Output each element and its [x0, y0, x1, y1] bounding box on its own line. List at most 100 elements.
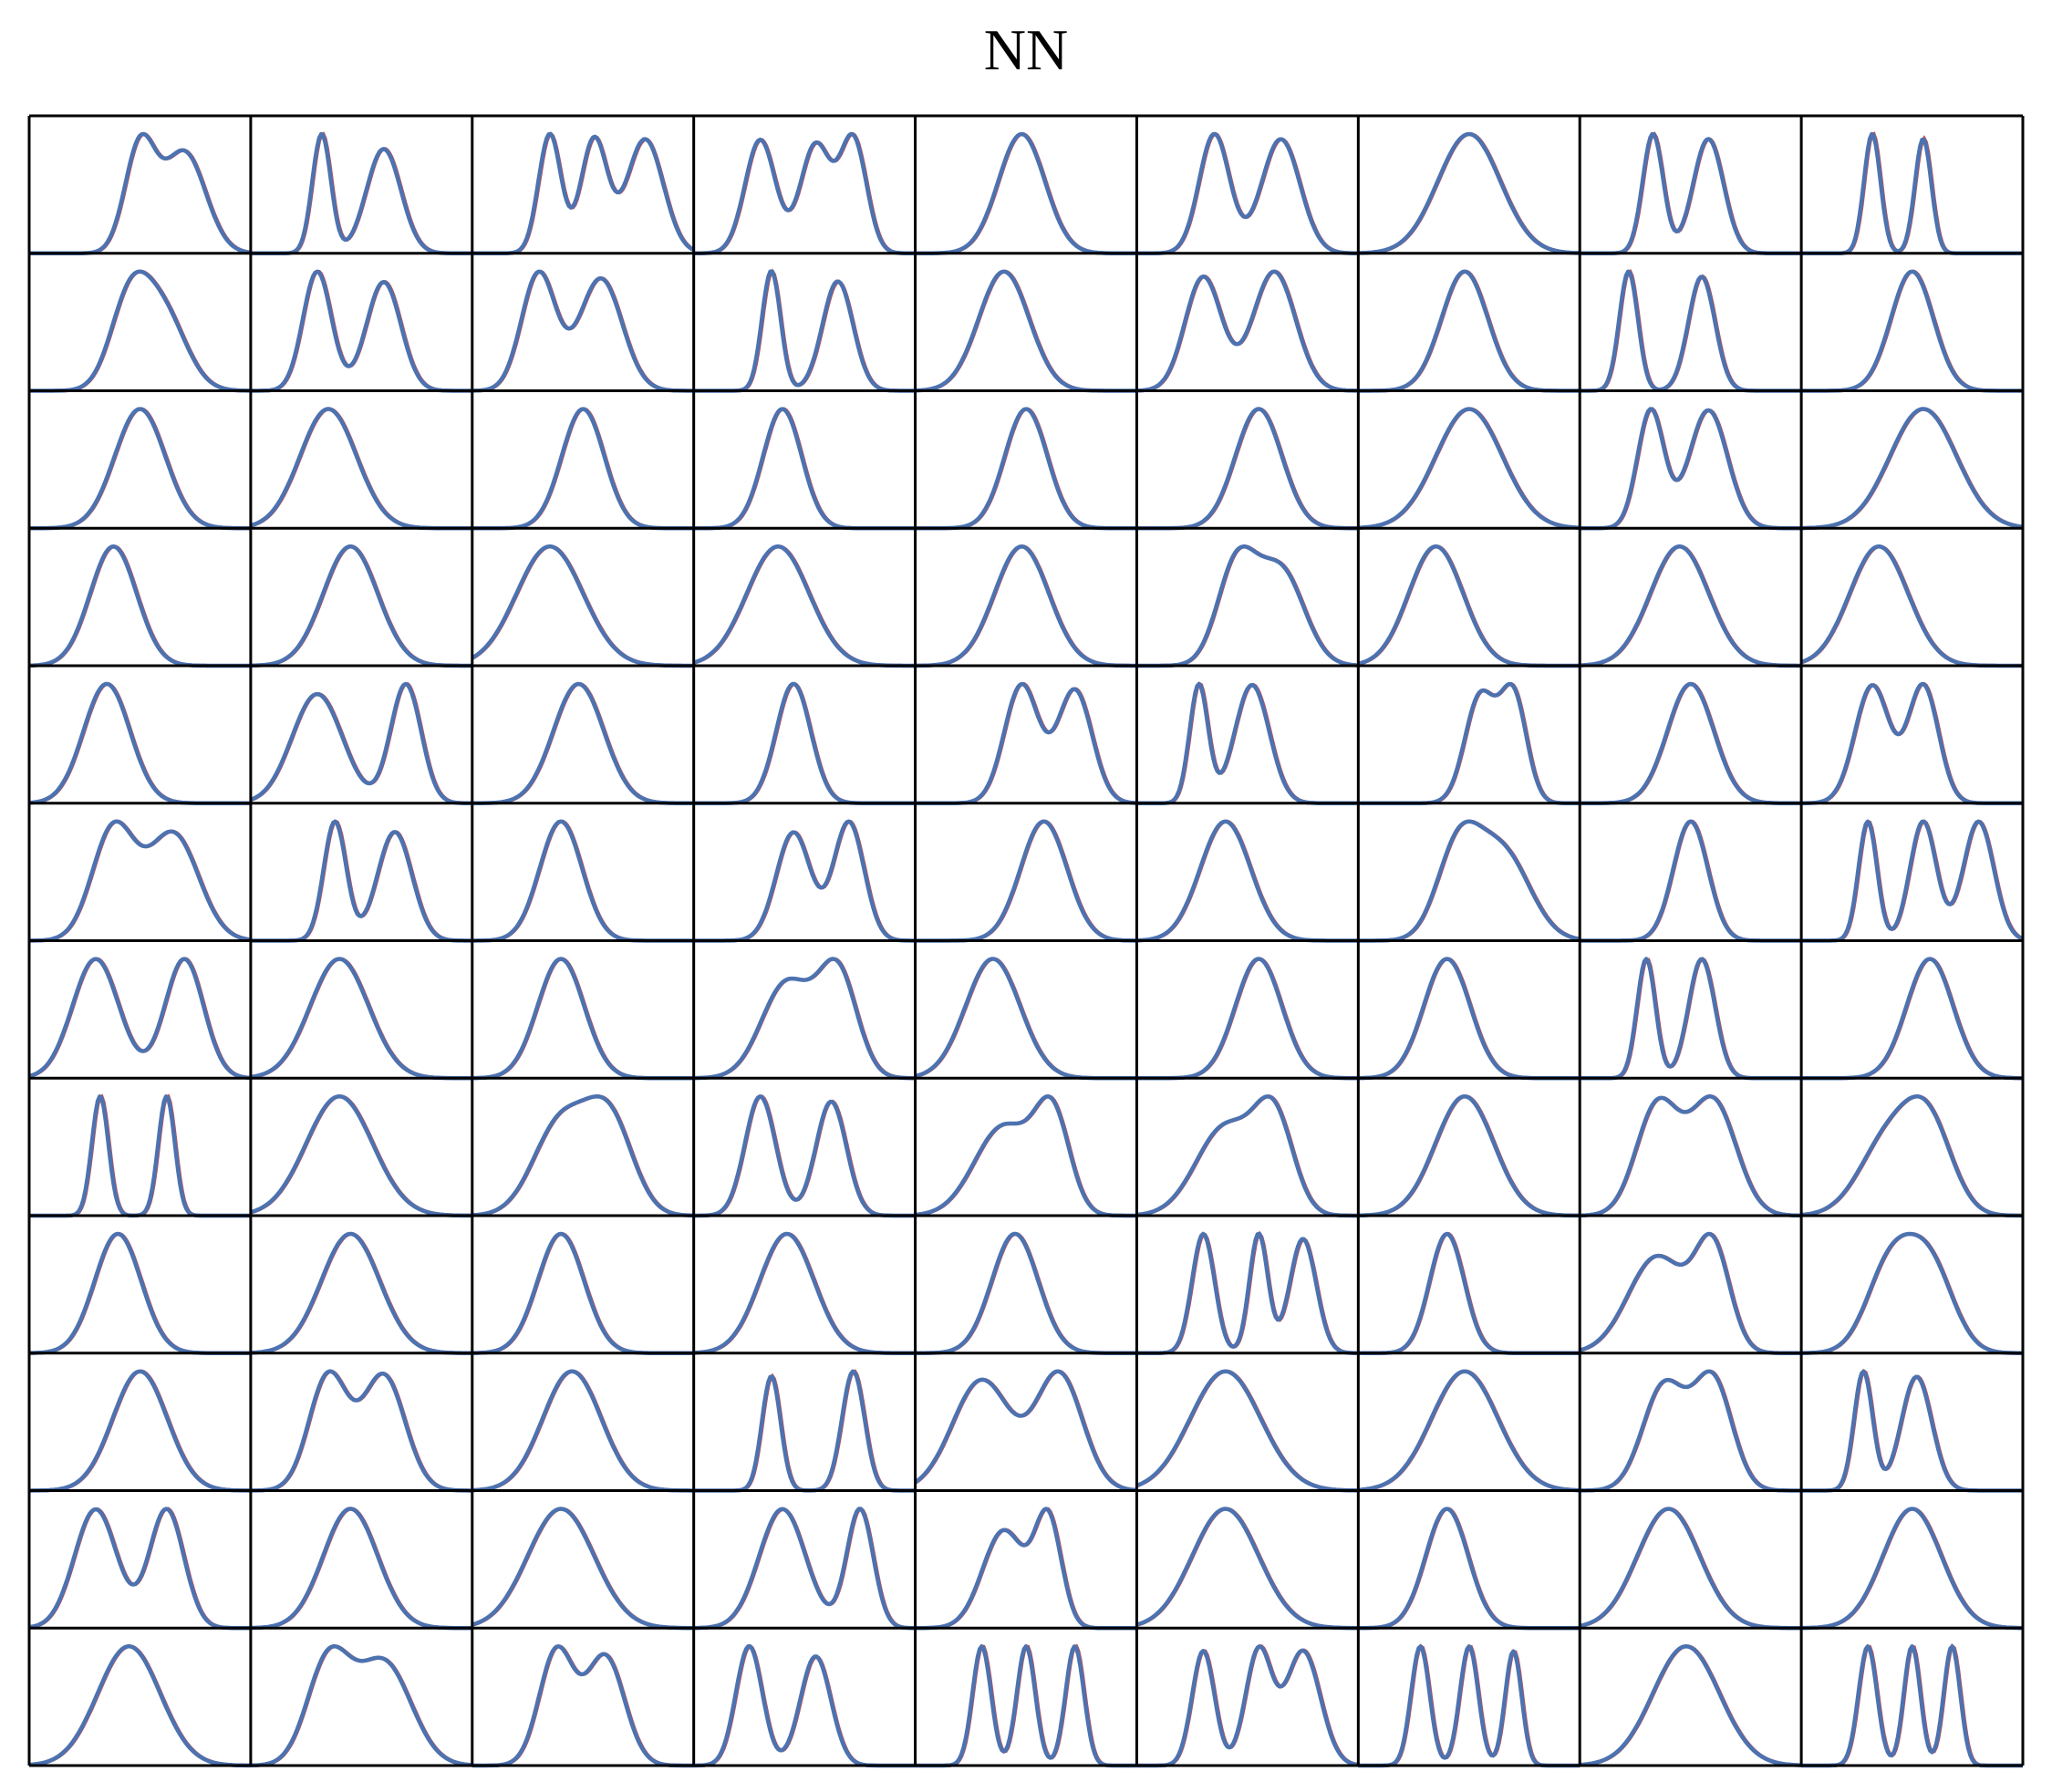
- target-line: [28, 1644, 251, 1768]
- panel-11-9: [1801, 1507, 2024, 1631]
- target-line: [693, 1231, 916, 1355]
- prediction-line: [472, 1644, 694, 1767]
- target-line: [1801, 269, 2024, 393]
- panel-10-3: [472, 1369, 694, 1493]
- panel-7-1: [28, 957, 252, 1081]
- target-line: [1358, 957, 1580, 1081]
- panel-8-5: [915, 1094, 1137, 1218]
- target-line: [1357, 544, 1580, 668]
- prediction-line: [1801, 819, 2024, 943]
- target-line: [472, 1231, 694, 1355]
- prediction-line: [1358, 269, 1580, 393]
- panel-4-4: [693, 544, 916, 668]
- panel-10-5: [914, 1369, 1137, 1493]
- panel-1-8: [1580, 131, 1802, 255]
- prediction-line: [1136, 1644, 1359, 1767]
- panel-1-2: [250, 131, 472, 255]
- prediction-line: [1358, 1643, 1580, 1767]
- panel-2-4: [693, 268, 916, 393]
- target-line: [693, 1094, 916, 1218]
- panel-5-4: [693, 681, 916, 805]
- prediction-line: [471, 544, 694, 668]
- prediction-line: [250, 819, 472, 943]
- panel-12-3: [472, 1644, 694, 1768]
- prediction-line: [250, 131, 472, 255]
- prediction-line: [693, 1507, 916, 1631]
- prediction-line: [472, 1507, 694, 1631]
- panel-6-1: [28, 819, 252, 943]
- prediction-line: [915, 407, 1137, 531]
- prediction-line: [915, 1507, 1137, 1631]
- prediction-line: [472, 131, 695, 255]
- prediction-line: [1580, 1644, 1802, 1767]
- target-line: [915, 131, 1137, 255]
- target-line: [28, 1231, 251, 1355]
- panel-11-8: [1579, 1507, 1802, 1631]
- panel-11-3: [472, 1507, 694, 1631]
- target-line: [472, 1369, 694, 1493]
- panel-7-4: [693, 957, 916, 1081]
- prediction-line: [250, 1231, 472, 1355]
- target-line: [1800, 1094, 2024, 1218]
- target-line: [1136, 269, 1359, 393]
- target-line: [1136, 819, 1359, 943]
- panel-7-5: [915, 957, 1137, 1081]
- prediction-line: [1801, 269, 2023, 393]
- panel-4-5: [915, 544, 1137, 668]
- panel-4-3: [471, 544, 694, 668]
- panel-4-9: [1800, 544, 2024, 668]
- target-line: [28, 1094, 251, 1218]
- panel-8-9: [1800, 1094, 2024, 1218]
- target-line: [250, 957, 472, 1081]
- target-line: [1358, 1094, 1580, 1218]
- prediction-line: [915, 819, 1137, 943]
- panel-11-7: [1358, 1507, 1580, 1631]
- prediction-line: [693, 131, 916, 255]
- prediction-line: [472, 407, 694, 531]
- prediction-line: [1801, 1368, 2023, 1493]
- target-line: [915, 957, 1137, 1081]
- prediction-line: [1801, 1642, 2023, 1767]
- panel-12-9: [1801, 1642, 2024, 1768]
- panel-5-9: [1801, 681, 2024, 805]
- target-line: [1136, 1644, 1359, 1768]
- prediction-line: [1358, 1094, 1580, 1217]
- prediction-line: [1580, 1369, 1802, 1493]
- panel-8-3: [472, 1094, 694, 1218]
- prediction-line: [915, 1231, 1137, 1355]
- panel-9-9: [1801, 1231, 2024, 1355]
- panel-9-3: [472, 1231, 694, 1355]
- panel-4-1: [28, 544, 251, 668]
- prediction-line: [250, 1507, 472, 1631]
- prediction-line: [29, 269, 251, 393]
- prediction-line: [1358, 407, 1580, 530]
- prediction-line: [1580, 681, 1802, 805]
- panel-6-8: [1580, 819, 1802, 943]
- prediction-line: [250, 1369, 472, 1493]
- panel-3-6: [1136, 407, 1359, 531]
- prediction-line: [693, 819, 916, 943]
- panel-6-9: [1801, 819, 2024, 943]
- panel-12-1: [28, 1644, 251, 1768]
- panel-6-3: [472, 819, 694, 943]
- panel-12-6: [1136, 1644, 1359, 1768]
- prediction-line: [1580, 544, 1802, 668]
- target-line: [1358, 407, 1580, 530]
- prediction-line: [915, 544, 1137, 668]
- prediction-line: [693, 1369, 916, 1493]
- target-line: [472, 819, 694, 943]
- panel-8-8: [1580, 1094, 1802, 1218]
- target-line: [915, 1231, 1137, 1355]
- prediction-line: [1580, 819, 1802, 943]
- panel-7-3: [472, 957, 694, 1081]
- panel-11-5: [915, 1507, 1137, 1631]
- target-line: [1136, 1094, 1359, 1218]
- prediction-line: [915, 682, 1137, 805]
- prediction-line: [1801, 1507, 2023, 1631]
- panel-2-2: [250, 269, 472, 393]
- prediction-line: [1136, 819, 1359, 943]
- panel-9-2: [250, 1231, 472, 1355]
- panel-9-4: [693, 1231, 916, 1355]
- panel-8-1: [28, 1093, 251, 1218]
